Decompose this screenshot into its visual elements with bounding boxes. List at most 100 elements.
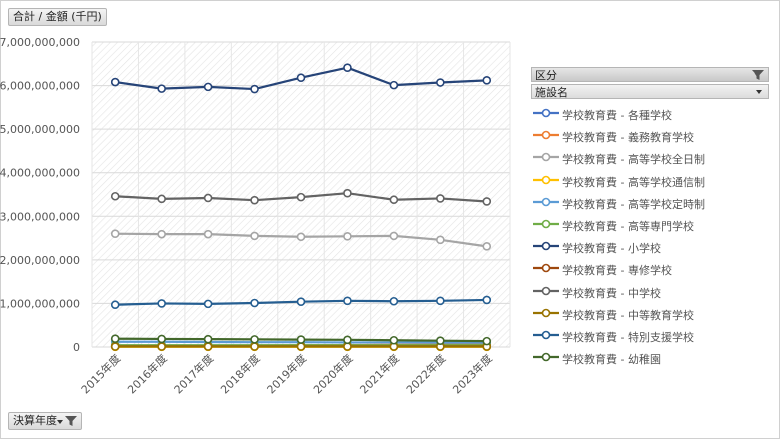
value-field-label: 合計 / 金額 (千円) [13, 10, 102, 23]
legend-label: 学校教育費 - 高等専門学校 [562, 220, 694, 233]
x-tick-label: 2017年度 [171, 351, 216, 396]
data-point[interactable] [110, 229, 120, 239]
legend-label: 学校教育費 - 特別支援学校 [562, 331, 694, 344]
data-point[interactable] [110, 342, 120, 351]
y-tick-label: 0 [73, 341, 80, 354]
legend-item[interactable]: 学校教育費 - 高等学校定時制 [532, 193, 768, 213]
data-point[interactable] [389, 335, 399, 345]
x-tick-label: 2018年度 [217, 351, 262, 396]
legend-marker-icon [533, 130, 559, 140]
data-point[interactable] [343, 232, 352, 241]
legend-field-label: 施設名 [535, 86, 568, 99]
data-point[interactable] [436, 296, 445, 306]
legend-item[interactable]: 学校教育費 - 高等専門学校 [532, 215, 768, 235]
data-point[interactable] [250, 84, 259, 94]
y-tick-label: 5,000,000,000 [0, 123, 80, 136]
data-point[interactable] [343, 188, 352, 198]
legend-label: 学校教育費 - 幼稚園 [562, 353, 661, 367]
legend-label: 学校教育費 - 中等教育学校 [562, 308, 694, 322]
legend-item[interactable]: 学校教育費 - 専修学校 [532, 259, 768, 279]
legend-marker-icon [533, 108, 559, 118]
data-point[interactable] [389, 195, 399, 205]
filter-icon[interactable] [751, 69, 765, 81]
line-chart: 0 1,000,000,000 2,000,000,000 3,000,000,000… [0, 36, 511, 396]
data-point[interactable] [482, 336, 492, 346]
y-tick-label: 2,000,000,000 [0, 254, 80, 267]
y-tick-label: 1,000,000,000 [0, 297, 80, 310]
legend-marker-icon [533, 153, 559, 162]
y-tick-label: 6,000,000,000 [0, 80, 80, 93]
legend-field-dropdown[interactable]: 施設名 [531, 84, 769, 99]
data-point[interactable] [436, 336, 445, 345]
data-point[interactable] [296, 232, 306, 242]
data-point[interactable] [203, 299, 213, 309]
legend-item[interactable]: 学校教育費 - 幼稚園 [532, 348, 768, 368]
axis-field-button[interactable]: 決算年度 [8, 412, 82, 430]
data-point[interactable] [110, 300, 120, 310]
data-point[interactable] [296, 342, 306, 351]
data-point[interactable] [157, 84, 166, 93]
value-field-button[interactable]: 合計 / 金額 (千円) [8, 8, 107, 26]
data-point[interactable] [203, 82, 213, 92]
legend-item[interactable]: 学校教育費 - 中学校 [532, 282, 768, 302]
data-point[interactable] [482, 295, 492, 305]
legend-header-button[interactable]: 区分 [531, 67, 769, 82]
legend-marker-icon [533, 264, 559, 273]
data-point[interactable] [250, 335, 259, 344]
legend-item[interactable]: 学校教育費 - 各種学校 [532, 104, 768, 124]
data-point[interactable] [110, 334, 120, 344]
legend-label: 学校教育費 - 各種学校 [562, 109, 672, 122]
data-point[interactable] [296, 192, 306, 202]
data-point[interactable] [110, 191, 120, 201]
data-point[interactable] [389, 296, 399, 306]
x-tick-label: 2016年度 [125, 351, 170, 396]
legend-marker-icon [533, 197, 559, 207]
data-point[interactable] [157, 194, 166, 204]
data-point[interactable] [436, 235, 445, 245]
data-point[interactable] [203, 193, 213, 203]
data-point[interactable] [157, 342, 166, 351]
legend-label: 学校教育費 - 義務教育学校 [562, 131, 694, 145]
chevron-down-icon [756, 90, 762, 94]
data-point[interactable] [343, 335, 352, 345]
legend-marker-icon [533, 175, 559, 184]
legend-item[interactable]: 学校教育費 - 小学校 [532, 237, 768, 257]
legend-item[interactable]: 学校教育費 - 高等学校全日制 [532, 148, 768, 168]
legend-marker-icon [533, 308, 559, 318]
data-point[interactable] [343, 342, 352, 351]
data-point[interactable] [343, 63, 352, 73]
legend-marker-icon [533, 330, 559, 340]
data-point[interactable] [296, 73, 306, 83]
data-point[interactable] [296, 335, 306, 344]
data-point[interactable] [250, 231, 259, 241]
filter-icon[interactable] [64, 415, 78, 427]
legend-item[interactable]: 学校教育費 - 中等教育学校 [532, 304, 768, 324]
data-point[interactable] [203, 334, 213, 344]
legend-label: 学校教育費 - 高等学校通信制 [562, 175, 705, 189]
data-point[interactable] [203, 342, 213, 351]
data-point[interactable] [436, 194, 445, 203]
axis-field-label: 決算年度 [13, 414, 57, 427]
x-tick-label: 2022年度 [403, 351, 448, 396]
legend-item[interactable]: 学校教育費 - 義務教育学校 [532, 126, 768, 146]
data-point[interactable] [436, 78, 445, 87]
data-point[interactable] [203, 229, 213, 239]
data-point[interactable] [157, 299, 166, 308]
data-point[interactable] [482, 197, 492, 206]
data-point[interactable] [389, 231, 399, 241]
legend-item[interactable]: 学校教育費 - 高等学校通信制 [532, 171, 768, 191]
data-point[interactable] [296, 297, 306, 306]
data-point[interactable] [250, 195, 259, 205]
data-point[interactable] [482, 76, 492, 85]
data-point[interactable] [250, 298, 259, 308]
data-point[interactable] [157, 334, 166, 344]
data-point[interactable] [343, 296, 352, 306]
data-point[interactable] [110, 77, 120, 87]
data-point[interactable] [250, 342, 259, 351]
data-point[interactable] [157, 229, 166, 239]
legend-label: 学校教育費 - 専修学校 [562, 264, 672, 278]
x-tick-label: 2015年度 [78, 351, 123, 396]
data-point[interactable] [482, 242, 492, 251]
data-point[interactable] [389, 80, 399, 90]
legend-item[interactable]: 学校教育費 - 特別支援学校 [532, 326, 768, 346]
